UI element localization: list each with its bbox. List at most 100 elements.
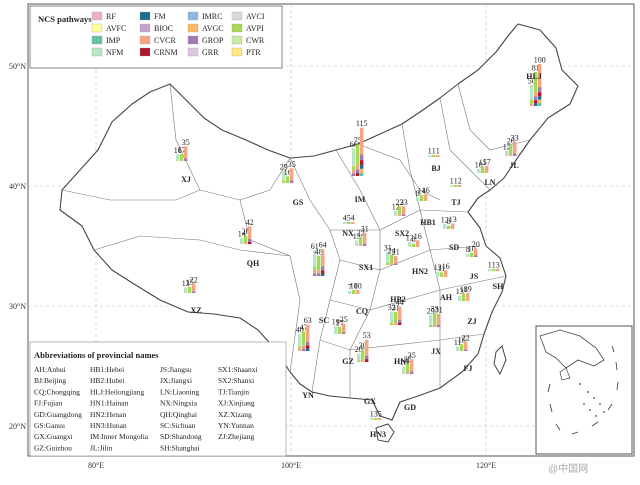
abbreviation-entry: YN:Yunnan <box>218 421 254 430</box>
bar-segment <box>290 168 294 181</box>
bar-segment <box>466 253 470 257</box>
bar-segment <box>290 180 294 183</box>
bar-segment <box>485 165 489 173</box>
bar-hn2-0: 12 <box>406 233 414 247</box>
bar-value-label: 10 <box>468 244 476 253</box>
abbreviation-box <box>29 341 287 457</box>
bar-bj-0: 1 <box>428 147 432 157</box>
bar-sd-2: 13 <box>449 215 457 229</box>
bar-segment <box>429 314 433 325</box>
bar-value-label: 10 <box>350 281 358 290</box>
bar-segment <box>356 164 360 170</box>
bar-segment <box>321 270 325 274</box>
bar-nx-1: 5 <box>347 213 351 224</box>
province-label-zj: ZJ <box>467 317 476 326</box>
abbreviation-entry: SX2:Shanxi <box>218 376 254 385</box>
abbreviation-entry: XZ:Xizang <box>218 410 252 419</box>
bar-segment <box>406 372 410 374</box>
bar-segment <box>176 154 180 161</box>
bar-value-label: 75 <box>354 136 362 145</box>
abbreviation-entry: SC:Sichuan <box>160 421 196 430</box>
bar-value-label: 35 <box>288 160 296 169</box>
bar-hn1-2: 44 <box>396 298 404 325</box>
province-label-fj: FJ <box>464 364 473 373</box>
bar-segment <box>538 64 542 88</box>
bar-value-label: 35 <box>408 351 416 360</box>
bar-segment <box>436 271 440 277</box>
bar-value-label: 20 <box>355 345 363 354</box>
province-label-gx: GX <box>364 397 376 406</box>
bar-hb2-1: 24 <box>388 246 396 265</box>
bar-gd-0: 18 <box>400 358 408 374</box>
bar-segment <box>298 348 302 351</box>
legend-item-ptr: PTR <box>231 47 261 57</box>
abbreviation-entry: GX:Guangxi <box>34 432 73 441</box>
legend-item-fm: FM <box>139 11 166 21</box>
bar-gx-0: 20 <box>355 345 363 362</box>
bar-qh-0: 14 <box>238 230 246 244</box>
legend-item-avfc: AVFC <box>91 23 126 33</box>
bar-value-label: 1 <box>370 410 374 419</box>
bar-zj-1: 18 <box>460 285 468 301</box>
legend-label-avfc: AVFC <box>106 24 126 33</box>
bar-value-label: 18 <box>460 285 468 294</box>
bar-segment <box>433 313 437 325</box>
legend-swatch-fm <box>139 11 151 21</box>
bar-fj-2: 22 <box>462 333 470 351</box>
bar-segment <box>378 417 382 420</box>
province-label-qh: QH <box>247 259 260 268</box>
bar-ln-0: 10 <box>475 160 483 173</box>
bar-segment <box>530 103 534 106</box>
bar-jx-0: 29 <box>427 306 435 327</box>
bar-value-label: 44 <box>396 298 404 307</box>
bar-segment <box>444 270 448 277</box>
abbreviation-entry: TJ:Tianjin <box>218 387 249 396</box>
province-boundaries <box>61 83 531 398</box>
bar-hlj-0: 50 <box>528 77 536 106</box>
bar-nx-0: 4 <box>343 214 347 224</box>
abbreviation-entry: HB1:Hebei <box>90 365 124 374</box>
bar-value-label: 3 <box>496 261 500 270</box>
bar-im-2: 115 <box>356 119 368 176</box>
bar-sx2-1: 23 <box>396 198 404 216</box>
bar-segment <box>390 311 394 323</box>
legend-item-crnm: CRNM <box>139 47 178 57</box>
bar-segment <box>534 96 538 101</box>
bar-value-label: 2 <box>458 177 462 186</box>
bar-xj-0: 16 <box>174 146 182 161</box>
province-bars: 5081100HLJ122633JL101517LN6675115IM16173… <box>174 56 546 440</box>
province-label-hlj: HLJ <box>526 72 542 81</box>
bar-segment <box>306 324 310 342</box>
bar-segment <box>410 371 414 374</box>
bar-value-label: 48 <box>315 247 323 256</box>
bar-value-label: 4 <box>351 214 355 223</box>
bar-hb1-2: 16 <box>422 186 430 201</box>
abbreviation-entry: CQ:Chongqing <box>34 387 80 396</box>
legend-item-avci: AVCI <box>231 11 265 21</box>
bar-segment <box>530 100 534 104</box>
bar-value-label: 14 <box>418 187 426 196</box>
bar-segment <box>317 270 321 274</box>
bar-segment <box>394 263 398 265</box>
bar-segment <box>351 222 355 224</box>
bar-jx-1: 33 <box>431 305 439 327</box>
abbreviation-entry: BJ:Beijing <box>34 376 66 385</box>
province-label-sc: SC <box>319 316 329 325</box>
bar-segment <box>374 418 378 420</box>
bar-value-label: 20 <box>472 240 480 249</box>
province-tj: 1 1 2 TJ <box>450 177 462 208</box>
bar-segment <box>347 221 351 224</box>
bar-segment <box>286 176 290 183</box>
bar-segment <box>365 339 369 356</box>
bar-value-label: 21 <box>392 248 400 257</box>
legend-item-grop: GROP <box>187 35 224 45</box>
bar-segment <box>282 170 286 181</box>
bar-tj-1: 1 <box>454 177 458 187</box>
